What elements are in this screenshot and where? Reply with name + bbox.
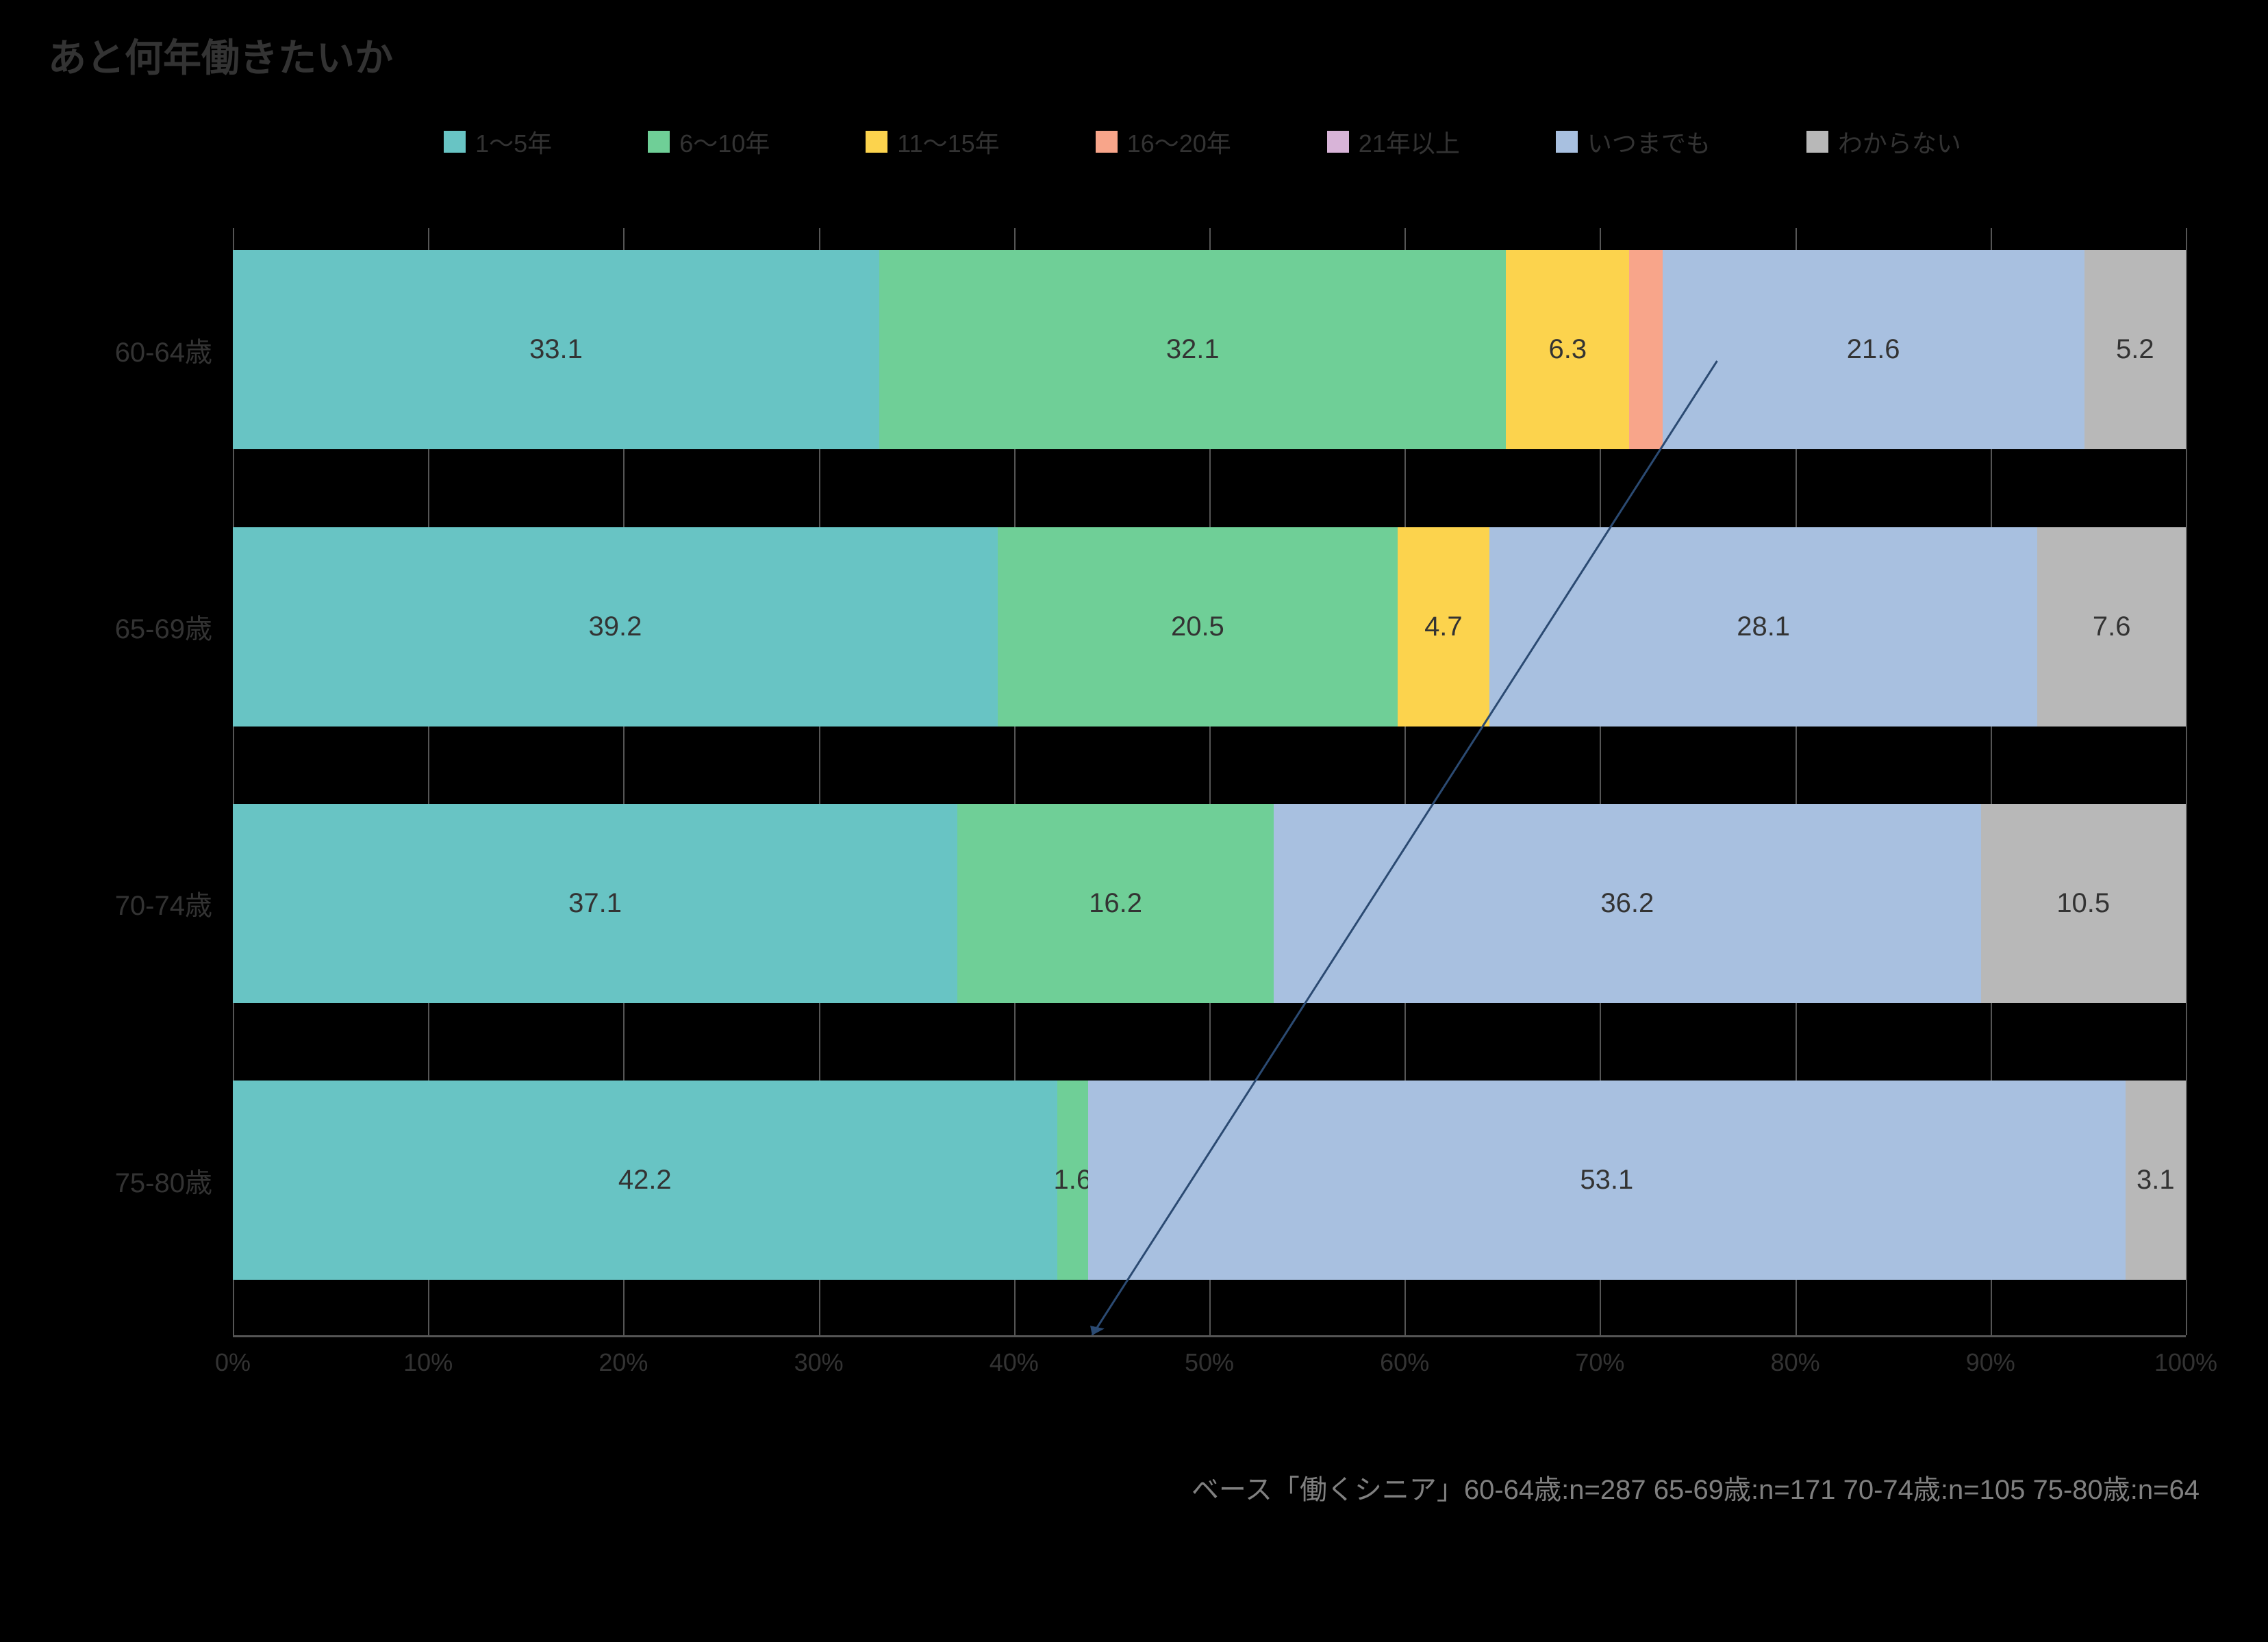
bar-row: 75-80歳42.21.653.13.1 [233, 1081, 2186, 1280]
legend-label: 11～15年 [897, 124, 999, 160]
legend-item: 16～20年 [1096, 124, 1231, 160]
bar-segment: 16.2 [957, 804, 1274, 1003]
plot: 60-64歳33.132.16.321.65.265-69歳39.220.54.… [233, 228, 2186, 1337]
legend-item: 1～5年 [444, 124, 552, 160]
legend-swatch [444, 131, 466, 153]
bar-row: 60-64歳33.132.16.321.65.2 [233, 250, 2186, 449]
x-tick-label: 0% [215, 1348, 251, 1377]
x-axis: 0%10%20%30%40%50%60%70%80%90%100% [233, 1337, 2186, 1385]
x-tick-label: 20% [598, 1348, 648, 1377]
legend-item: 21年以上 [1327, 124, 1460, 160]
footer-note: ベース「働くシニア」60-64歳:n=287 65-69歳:n=171 70-7… [41, 1467, 2200, 1507]
bar-segment: 20.5 [998, 527, 1398, 727]
legend-item: 11～15年 [866, 124, 999, 160]
x-tick-label: 70% [1575, 1348, 1624, 1377]
legend: 1～5年 6～10年 11～15年 16～20年 21年以上 いつまでも わからない [178, 124, 2227, 160]
chart-area: 60-64歳33.132.16.321.65.265-69歳39.220.54.… [233, 228, 2186, 1385]
x-tick-label: 30% [794, 1348, 844, 1377]
legend-swatch [648, 131, 670, 153]
legend-swatch [1096, 131, 1118, 153]
stacked-bar: 33.132.16.3 21.65.2 [233, 250, 2186, 449]
bar-segment: 6.3 [1506, 250, 1629, 449]
bar-row: 70-74歳37.116.236.210.5 [233, 804, 2186, 1003]
bar-segment: 21.6 [1663, 250, 2084, 449]
legend-swatch [866, 131, 887, 153]
x-tick-label: 80% [1771, 1348, 1820, 1377]
legend-swatch [1806, 131, 1828, 153]
bar-segment: 37.1 [233, 804, 957, 1003]
legend-label: 21年以上 [1359, 124, 1460, 160]
bar-segment: 28.1 [1489, 527, 2038, 727]
bar-segment: 7.6 [2037, 527, 2186, 727]
y-axis-label: 60-64歳 [115, 330, 212, 370]
bar-segment: 10.5 [1981, 804, 2186, 1003]
bar-segment: 36.2 [1274, 804, 1980, 1003]
y-axis-label: 75-80歳 [115, 1161, 212, 1200]
legend-item: いつまでも [1556, 124, 1711, 160]
x-tick-label: 100% [2154, 1348, 2217, 1377]
bar-segment [1629, 250, 1662, 449]
chart-title: あと何年働きたいか [48, 27, 2227, 83]
x-tick-label: 40% [990, 1348, 1039, 1377]
bar-segment: 39.2 [233, 527, 998, 727]
x-tick-label: 60% [1380, 1348, 1429, 1377]
bar-segment: 5.2 [2084, 250, 2186, 449]
bar-row: 65-69歳39.220.54.728.17.6 [233, 527, 2186, 727]
legend-label: いつまでも [1587, 124, 1711, 160]
legend-label: 1～5年 [475, 124, 552, 160]
bar-segment: 4.7 [1398, 527, 1489, 727]
x-tick-label: 90% [1966, 1348, 2015, 1377]
bar-segment: 3.1 [2126, 1081, 2186, 1280]
stacked-bar: 42.21.653.13.1 [233, 1081, 2186, 1280]
legend-label: 6～10年 [679, 124, 770, 160]
y-axis-label: 70-74歳 [115, 883, 212, 923]
legend-label: わからない [1838, 124, 1961, 160]
x-tick-label: 10% [403, 1348, 453, 1377]
bar-segment: 1.6 [1057, 1081, 1089, 1280]
legend-swatch [1556, 131, 1578, 153]
bar-segment: 33.1 [233, 250, 879, 449]
legend-swatch [1327, 131, 1349, 153]
stacked-bar: 39.220.54.728.17.6 [233, 527, 2186, 727]
legend-item: 6～10年 [648, 124, 770, 160]
bar-segment: 53.1 [1088, 1081, 2125, 1280]
legend-item: わからない [1806, 124, 1961, 160]
bar-segment: 42.2 [233, 1081, 1057, 1280]
stacked-bar: 37.116.236.210.5 [233, 804, 2186, 1003]
y-axis-label: 65-69歳 [115, 607, 212, 646]
legend-label: 16～20年 [1127, 124, 1231, 160]
gridline [2186, 228, 2187, 1335]
bar-segment: 32.1 [879, 250, 1506, 449]
x-tick-label: 50% [1185, 1348, 1234, 1377]
